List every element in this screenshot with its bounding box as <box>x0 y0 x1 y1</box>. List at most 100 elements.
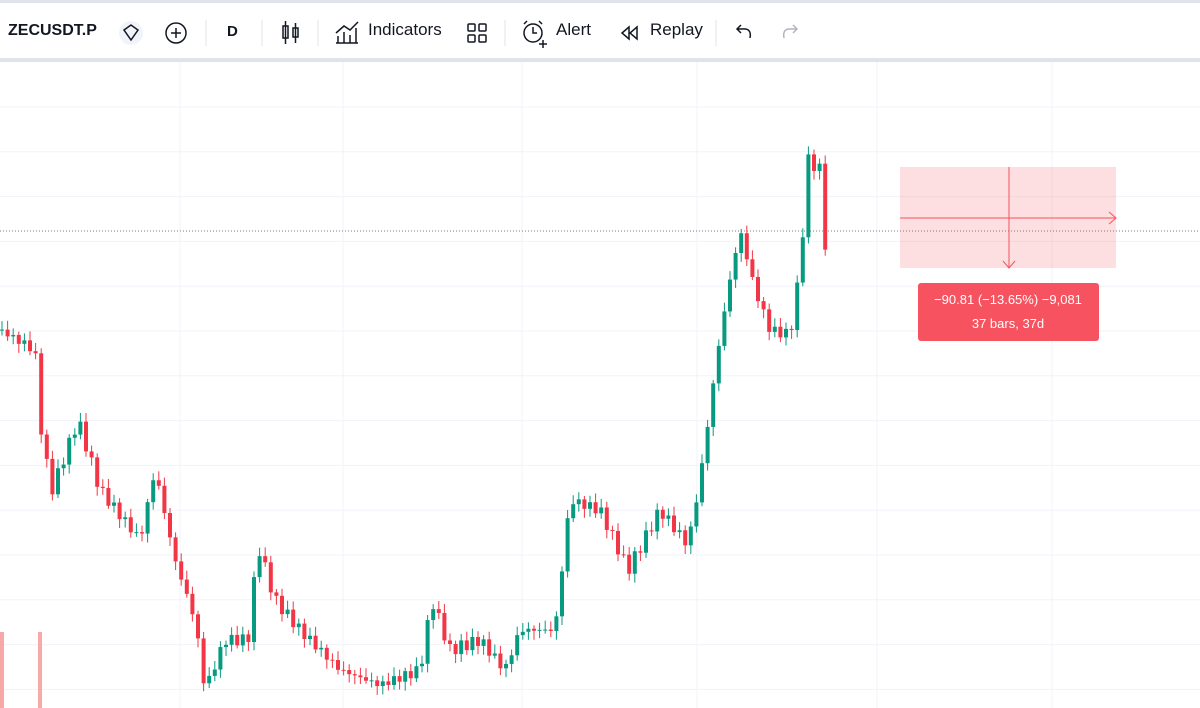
candle-body <box>431 609 436 621</box>
candle-body <box>106 487 111 506</box>
candle-body <box>649 530 654 532</box>
candle-body <box>604 507 609 530</box>
candle-body <box>582 499 587 509</box>
candle-body <box>784 328 788 338</box>
candle-body <box>263 556 268 563</box>
candle-body <box>330 659 335 661</box>
measure-arrow <box>1108 211 1117 225</box>
indicators-icon[interactable] <box>335 21 359 44</box>
candle-body <box>252 577 256 642</box>
candle-body <box>56 468 60 495</box>
candle-body <box>744 233 749 260</box>
candle-body <box>548 629 553 631</box>
plus <box>171 28 181 38</box>
alert-icon[interactable] <box>523 20 547 48</box>
interval[interactable]: D <box>227 23 238 40</box>
symbol-icon[interactable] <box>119 21 143 45</box>
candle-body <box>722 311 727 346</box>
candle-body <box>470 637 475 651</box>
candle-body <box>520 631 525 636</box>
candle-body <box>420 663 424 667</box>
candle-body <box>156 480 161 486</box>
candle-body <box>403 671 408 682</box>
candle-body <box>380 681 385 687</box>
candle-body <box>61 464 66 469</box>
candle-body <box>414 666 419 679</box>
candle-body <box>554 616 559 631</box>
candle-body <box>145 502 150 534</box>
candle-body <box>459 640 464 655</box>
candle-body <box>789 328 794 330</box>
candle-body <box>196 614 200 639</box>
replay-button[interactable]: Replay <box>650 20 703 39</box>
candle-body <box>756 276 760 302</box>
candle-body <box>218 647 223 670</box>
candle-body <box>257 556 262 578</box>
candle-body <box>240 634 245 646</box>
candle-body <box>795 282 800 330</box>
candle-body <box>576 499 581 505</box>
candle-body <box>453 644 458 655</box>
candle-body <box>408 671 413 679</box>
candle-body <box>291 609 296 628</box>
candle-body <box>621 554 626 556</box>
candle-body <box>207 675 212 684</box>
candle-body <box>711 383 716 427</box>
candle-body <box>128 517 133 533</box>
layout-icon[interactable] <box>467 23 487 43</box>
indicators-button[interactable]: Indicators <box>368 20 442 39</box>
candle-body <box>677 530 682 533</box>
candle-body <box>627 554 632 574</box>
candle-body <box>532 628 536 631</box>
candle-body <box>806 154 811 238</box>
candle-body <box>593 502 598 514</box>
candle-body <box>498 653 503 669</box>
chart-pane[interactable]: −90.81 (−13.65%) −9,081 37 bars, 37d <box>0 62 1200 708</box>
candle-body <box>140 532 144 534</box>
candle-body <box>543 629 548 631</box>
candle-icon[interactable] <box>282 21 299 44</box>
candle-body <box>492 653 497 656</box>
volume-bar <box>38 632 42 708</box>
candle-body <box>358 675 363 678</box>
candle-body <box>89 451 94 458</box>
candle-body <box>95 457 100 487</box>
candle-body <box>800 237 805 283</box>
candle-body <box>285 609 290 615</box>
redo-icon[interactable] <box>782 24 799 39</box>
candle-body <box>397 676 402 682</box>
measure-text: −90.81 (−13.65%) −9,081 <box>934 292 1082 307</box>
candle-body <box>280 595 284 615</box>
volume-bar <box>0 632 4 708</box>
candle-body <box>739 233 744 253</box>
candle-body <box>22 340 27 344</box>
candle-body <box>50 458 55 495</box>
candle-body <box>565 518 570 572</box>
candle-body <box>224 644 228 648</box>
candle-body <box>336 660 340 670</box>
measure-tooltip <box>918 283 1099 341</box>
candle-body <box>767 309 772 332</box>
candle-body <box>683 530 688 546</box>
replay-icon[interactable] <box>620 25 638 41</box>
candle-body <box>509 655 514 664</box>
diamond <box>122 24 140 42</box>
candle-body <box>733 252 738 280</box>
candle-body <box>16 334 21 344</box>
candle-body <box>616 530 620 555</box>
candle-body <box>39 353 44 435</box>
candle-body <box>67 437 72 465</box>
candle-body <box>386 681 391 685</box>
candle-body <box>0 329 4 331</box>
candle-body <box>78 421 83 435</box>
candle-body <box>772 326 777 332</box>
undo-icon[interactable] <box>735 24 752 39</box>
toolbar: ZECUSDT.P D Indicators Alert Rep <box>0 0 1200 62</box>
candle-body <box>588 502 592 509</box>
add-icon[interactable] <box>165 22 187 44</box>
symbol[interactable]: ZECUSDT.P <box>8 22 97 39</box>
candle-body <box>308 635 312 640</box>
alert-button[interactable]: Alert <box>556 20 591 39</box>
candle-body <box>526 628 531 632</box>
